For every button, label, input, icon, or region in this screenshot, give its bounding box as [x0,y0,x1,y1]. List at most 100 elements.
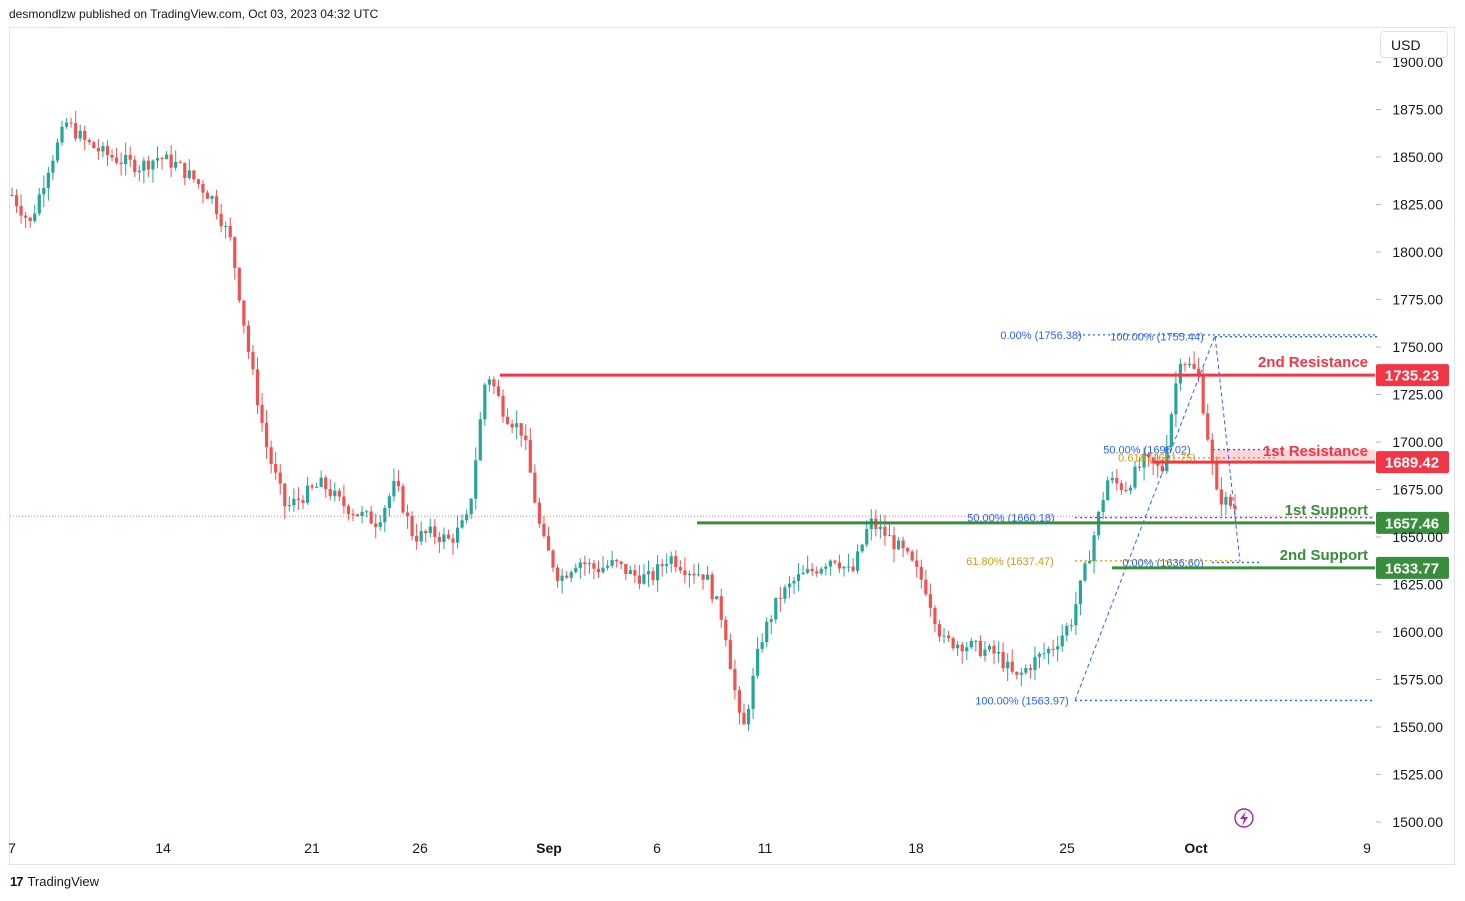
candle-body [437,536,441,543]
candle-body [565,575,569,578]
candle-body [396,480,401,487]
candle-body [101,146,105,152]
candle-body [701,574,705,580]
candle-body [960,644,964,652]
candle-body [1197,368,1201,375]
candle-body [728,640,732,669]
candle-body [933,607,937,625]
candle-body [42,187,46,195]
candle-body [1228,496,1233,506]
candle-body [128,154,132,160]
candle-body [651,571,655,581]
candle-body [201,184,205,193]
lightning-icon[interactable] [1234,808,1254,828]
price-tag-value: 1633.77 [1385,560,1439,577]
candle-body [856,551,860,571]
candle-body [1115,478,1119,484]
candle-body [492,379,496,387]
candle-body [951,638,955,649]
candle-body [1210,439,1214,463]
x-tick-label: 18 [908,840,924,856]
candle-body [515,423,519,428]
tradingview-footer[interactable]: 17 TradingView [10,874,99,889]
candle-body [510,423,514,428]
candle-body [219,213,223,227]
currency-button[interactable]: USD [1380,31,1448,58]
candle-body [119,162,123,165]
candle-body [305,485,310,503]
candle-body [896,540,901,550]
candle-body [628,570,632,575]
candle-body [724,619,728,641]
price-tag: 1735.23 [1376,364,1449,387]
candle-body [710,574,714,600]
candle-body [796,574,801,581]
x-axis: 7 14 21 26 Sep 6 11 18 25 Oct 9 [8,840,1371,856]
candle-body [992,645,996,654]
candle-body [287,505,291,507]
candle-body [619,561,623,564]
candle-body [1124,489,1128,491]
candle-body [292,498,296,506]
candle-body [674,556,678,568]
price-tag-value: 1735.23 [1385,368,1439,385]
price-tag: 1689.42 [1376,451,1449,474]
tradingview-logo-icon: 17 [10,874,24,889]
candle-body [706,574,710,580]
candle-body [1028,668,1033,670]
candle-body [369,511,373,524]
y-tick-label: 1550.00 [1392,719,1443,735]
candle-body [487,379,491,385]
candle-body [769,619,773,622]
fib-label: 50.00% (1696.02) [1103,445,1190,457]
candle-body [924,579,928,595]
price-tag-value: 1689.42 [1385,455,1439,472]
candle-body [374,523,378,527]
candle-body [46,172,50,188]
candle-body [760,642,764,649]
candle-body [74,123,78,139]
candle-body [137,170,141,173]
y-tick-label: 1625.00 [1392,577,1443,593]
candle-body [1206,413,1210,440]
candle-body [610,560,614,566]
price-tag-value: 1657.46 [1385,515,1439,532]
candle-body [542,523,546,537]
candle-body [342,496,346,507]
candle-body [883,526,887,536]
candle-body [1224,496,1228,505]
candle-body [1042,653,1046,655]
candle-body [355,514,360,516]
candle-body [237,267,241,301]
y-tick-label: 1700.00 [1392,434,1443,450]
candle-body [333,490,337,497]
candle-body [615,560,619,562]
y-tick-label: 1850.00 [1392,149,1443,165]
x-tick-label: 7 [8,840,16,856]
candle-body [483,384,487,420]
candle-body [824,566,828,569]
candle-body [428,526,432,534]
price-tag-bg [1376,511,1449,534]
x-tick-label: 9 [1363,840,1371,856]
candle-body [178,161,182,163]
candle-body [269,447,273,465]
fib-label: 0.00% (1756.38) [1000,330,1081,342]
candle-body [110,155,114,158]
candle-body [24,215,28,218]
candle-body [1174,383,1178,415]
candle-body [624,563,628,575]
candle-body [1010,661,1014,672]
candle-body [528,440,532,473]
y-tick-label: 1650.00 [1392,529,1443,545]
candle-body [655,564,660,581]
candle-body [765,621,769,643]
candle-body [1006,661,1010,669]
candle-body [478,419,482,461]
candle-body [387,496,391,509]
candle-body [133,159,137,173]
candle-body [833,560,837,563]
candle-body [142,160,146,171]
candle-body [1156,463,1160,466]
